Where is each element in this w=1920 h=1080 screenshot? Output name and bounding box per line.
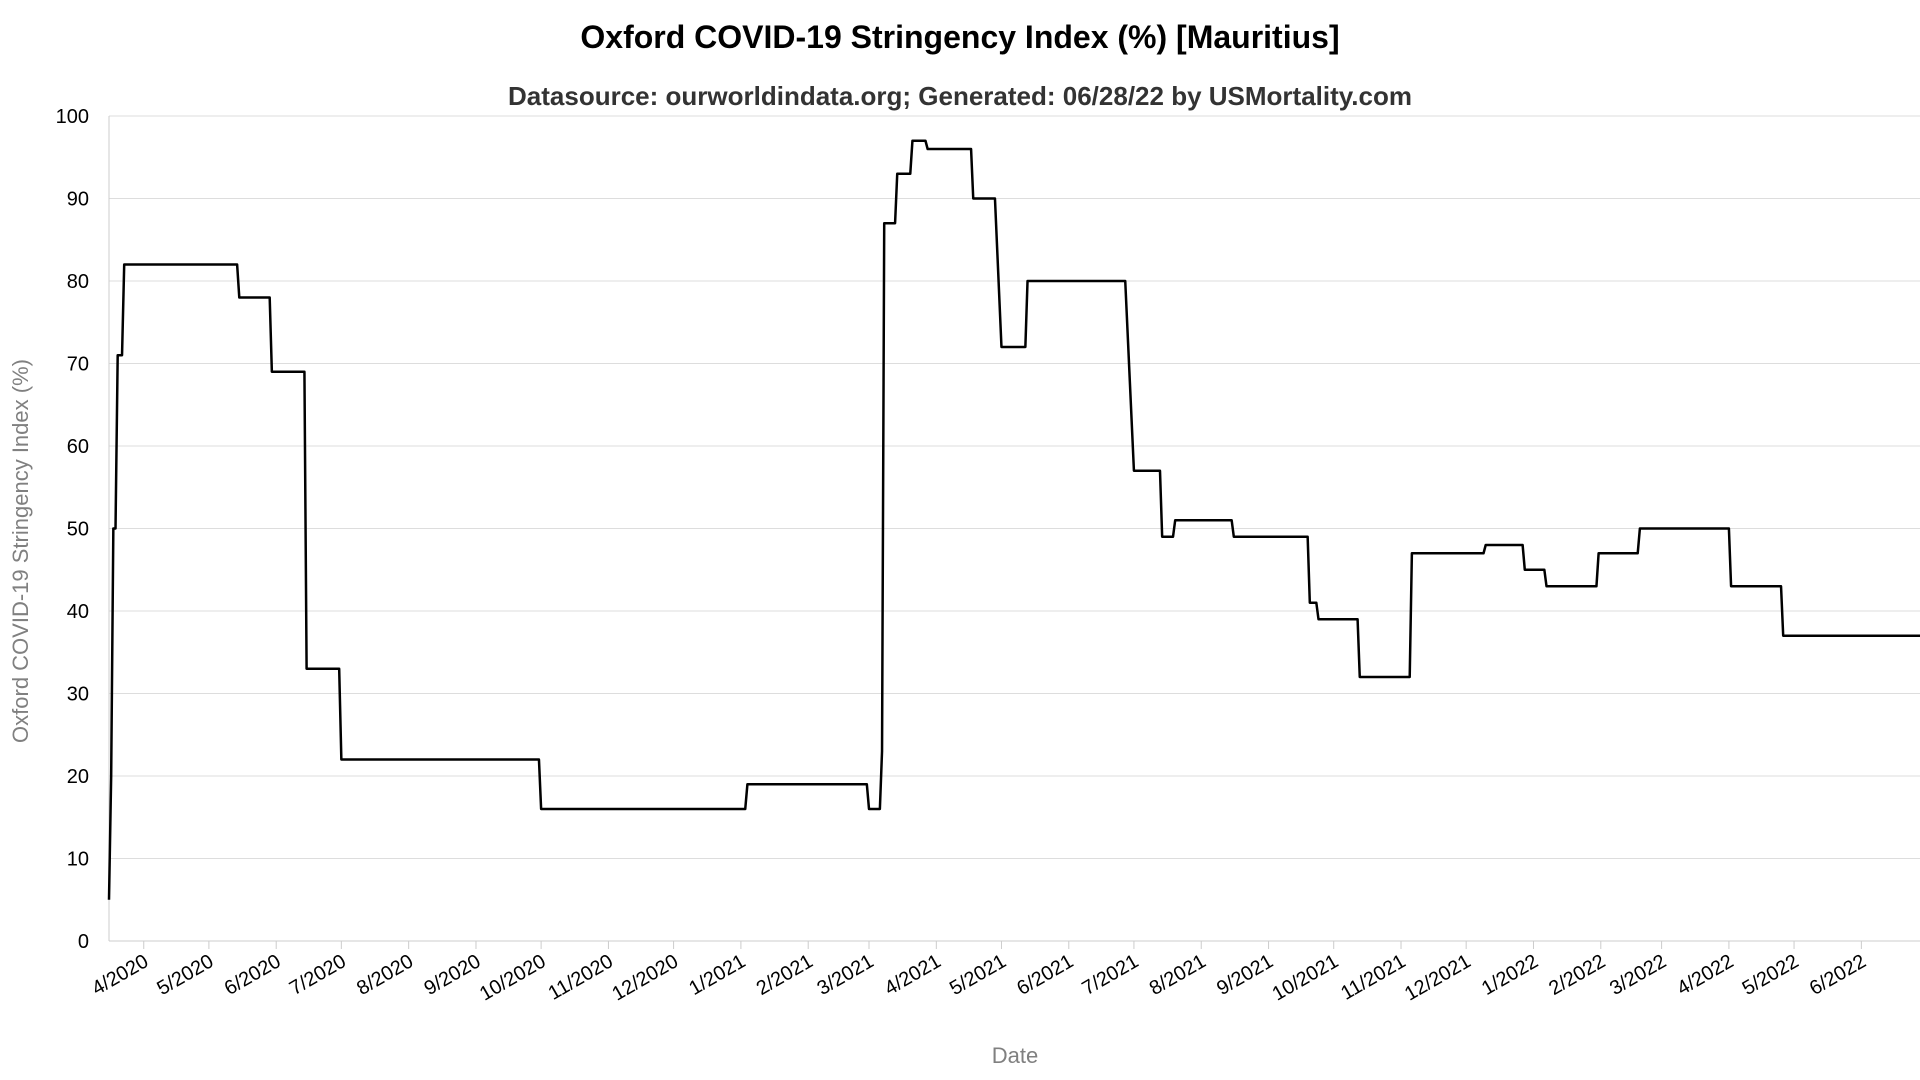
series-layer	[107, 139, 1920, 900]
x-tick-label: 11/2020	[545, 950, 617, 1004]
series-line	[107, 139, 1920, 900]
x-tick-label: 11/2021	[1337, 950, 1409, 1004]
chart-subtitle: Datasource: ourworldindata.org; Generate…	[508, 81, 1412, 111]
y-tick-label: 20	[67, 766, 89, 788]
x-tick-label: 6/2022	[1806, 950, 1870, 1000]
grid-layer	[109, 115, 1920, 942]
y-tick-label: 60	[67, 436, 89, 458]
x-tick-label: 8/2021	[1146, 950, 1210, 1000]
x-tick-label: 5/2021	[946, 950, 1010, 1000]
x-tick-label: 5/2022	[1739, 950, 1803, 1000]
x-tick-label: 4/2022	[1673, 950, 1737, 1000]
x-tick-label: 6/2021	[1013, 950, 1077, 1000]
x-axis-title: Date	[992, 1043, 1038, 1068]
x-tick-label: 5/2020	[153, 950, 217, 1000]
x-tick-label: 1/2021	[685, 950, 749, 1000]
y-tick-label: 30	[67, 684, 89, 706]
x-tick-label: 12/2020	[608, 950, 682, 1005]
axis-layer: 0 10 20 30 40 50 60 70 80 90 100 4/2020 5/2020 6/2020…	[56, 106, 1920, 1005]
x-tick-label: 3/2022	[1606, 950, 1670, 1000]
y-tick-label: 50	[67, 519, 89, 541]
x-tick-label: 3/2021	[814, 950, 878, 1000]
x-tick-label: 9/2020	[421, 950, 485, 1000]
x-tick-label: 7/2021	[1078, 950, 1142, 1000]
x-tick-label: 7/2020	[286, 950, 350, 1000]
x-tick-label: 6/2020	[221, 950, 285, 1000]
x-tick-label: 9/2021	[1213, 950, 1277, 1000]
x-tick-label: 1/2022	[1478, 950, 1542, 1000]
y-axis-title: Oxford COVID-19 Stringency Index (%)	[8, 359, 33, 743]
y-tick-label: 40	[67, 601, 89, 623]
x-tick-label: 12/2021	[1401, 950, 1475, 1005]
x-tick-label: 8/2020	[353, 950, 417, 1000]
y-tick-label: 90	[67, 189, 89, 211]
y-tick-label: 0	[78, 931, 89, 953]
chart-title: Oxford COVID-19 Stringency Index (%) [Ma…	[580, 19, 1339, 55]
x-tick-label: 4/2021	[881, 950, 945, 1000]
y-tick-label: 100	[56, 106, 89, 128]
x-tick-label: 4/2020	[88, 950, 152, 1000]
x-tick-label: 10/2020	[476, 950, 550, 1005]
x-tick-label: 2/2022	[1545, 950, 1609, 1000]
y-tick-label: 70	[67, 354, 89, 376]
x-tick-label: 10/2021	[1269, 950, 1343, 1005]
x-tick-label: 2/2021	[753, 950, 817, 1000]
y-tick-label: 10	[67, 849, 89, 871]
y-tick-label: 80	[67, 271, 89, 293]
